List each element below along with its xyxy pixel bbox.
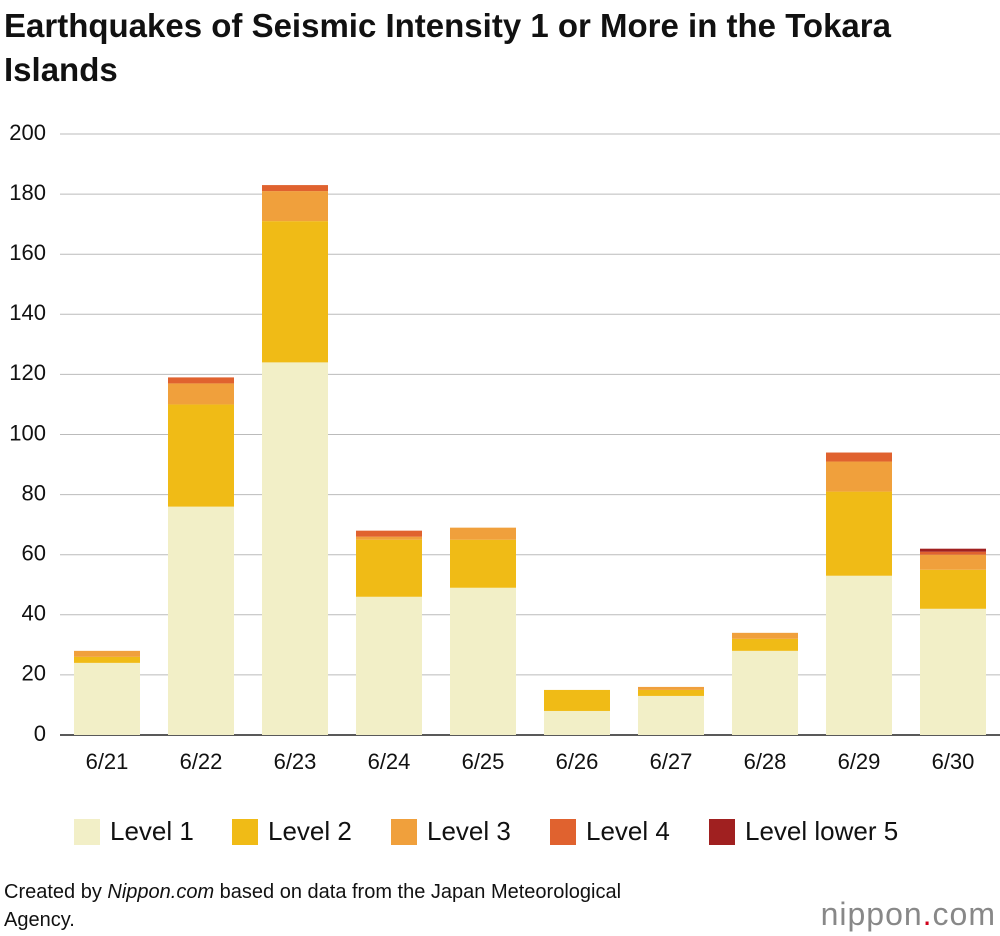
bar-segment xyxy=(920,569,986,609)
y-tick-label: 40 xyxy=(22,601,46,626)
y-tick-label: 140 xyxy=(9,300,46,325)
x-tick-label: 6/22 xyxy=(180,749,223,774)
bar-segment xyxy=(74,662,140,735)
bar-segment xyxy=(168,383,234,405)
footer-text: based on data from the Japan Meteorologi… xyxy=(4,881,622,931)
legend-label: Level 4 xyxy=(586,816,670,846)
logo-text: com xyxy=(932,896,996,932)
bar-segment xyxy=(356,596,422,735)
bar-segment xyxy=(544,710,610,735)
bar-segment xyxy=(74,650,140,657)
logo-dot: . xyxy=(922,896,933,932)
bar-segment xyxy=(356,536,422,540)
y-tick-label: 100 xyxy=(9,420,46,445)
x-tick-label: 6/23 xyxy=(274,749,317,774)
y-tick-label: 160 xyxy=(9,240,46,265)
legend-label: Level 3 xyxy=(427,816,511,846)
bar-segment xyxy=(826,491,892,576)
bar-segment xyxy=(826,461,892,492)
bar-segment xyxy=(356,539,422,597)
x-tick-label: 6/29 xyxy=(838,749,881,774)
y-tick-label: 80 xyxy=(22,480,46,505)
bar-segment xyxy=(638,686,704,690)
bar-segment xyxy=(450,539,516,588)
bar-segment xyxy=(920,551,986,555)
legend-label: Level lower 5 xyxy=(745,816,898,846)
legend-swatch xyxy=(391,819,417,845)
y-tick-label: 60 xyxy=(22,541,46,566)
footer: Created by Nippon.com based on data from… xyxy=(4,878,624,934)
bar-segment xyxy=(450,527,516,540)
bar-segment xyxy=(826,452,892,462)
x-tick-label: 6/27 xyxy=(650,749,693,774)
bar-segment xyxy=(826,575,892,735)
bar-segment xyxy=(262,185,328,192)
bar-segment xyxy=(262,362,328,735)
x-tick-label: 6/21 xyxy=(86,749,129,774)
legend-label: Level 2 xyxy=(268,816,352,846)
y-tick-label: 120 xyxy=(9,360,46,385)
bar-segment xyxy=(450,587,516,735)
bar-segment xyxy=(920,608,986,735)
x-tick-label: 6/26 xyxy=(556,749,599,774)
legend-swatch xyxy=(550,819,576,845)
y-tick-label: 200 xyxy=(9,120,46,145)
x-tick-label: 6/25 xyxy=(462,749,505,774)
legend-swatch xyxy=(709,819,735,845)
bar-segment xyxy=(638,689,704,696)
bar-segment xyxy=(920,548,986,552)
x-tick-label: 6/30 xyxy=(932,749,975,774)
bar-segment xyxy=(262,191,328,222)
bar-segment xyxy=(168,506,234,735)
footer-text: Created by xyxy=(4,881,108,903)
chart-title: Earthquakes of Seismic Intensity 1 or Mo… xyxy=(4,7,891,88)
bar-segment xyxy=(356,530,422,537)
y-tick-label: 180 xyxy=(9,180,46,205)
legend-swatch xyxy=(74,819,100,845)
x-tick-label: 6/24 xyxy=(368,749,411,774)
footer-site: Nippon.com xyxy=(107,881,215,903)
bar-segment xyxy=(732,650,798,735)
bar-segment xyxy=(732,638,798,651)
bar-segment xyxy=(168,377,234,384)
bar-segment xyxy=(262,221,328,363)
logo-text: nippon xyxy=(820,896,923,932)
bar-segment xyxy=(920,554,986,570)
legend-swatch xyxy=(232,819,258,845)
bar-segment xyxy=(732,632,798,639)
x-tick-label: 6/28 xyxy=(744,749,787,774)
y-tick-label: 20 xyxy=(22,661,46,686)
bar-segment xyxy=(74,656,140,663)
logo: nippon.com xyxy=(821,896,996,933)
legend-label: Level 1 xyxy=(110,816,194,846)
bar-segment xyxy=(638,695,704,735)
y-tick-label: 0 xyxy=(34,721,46,746)
bar-segment xyxy=(544,689,610,711)
bar-segment xyxy=(168,404,234,507)
